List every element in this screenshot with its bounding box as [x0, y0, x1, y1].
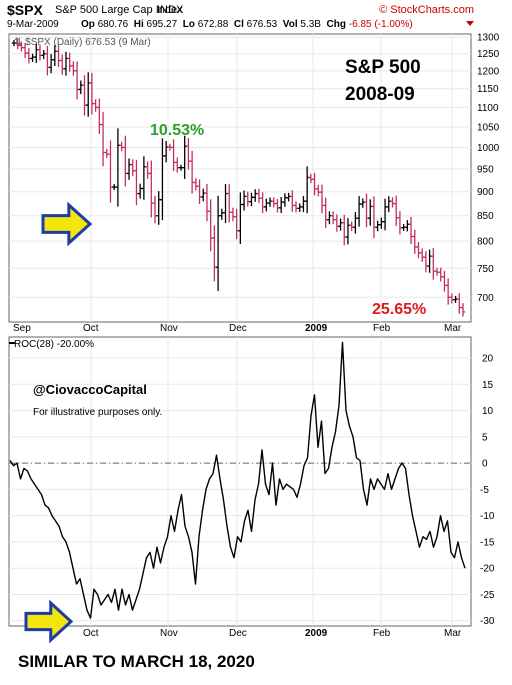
roc-tick-label: -15: [480, 537, 495, 548]
high-label: Hi: [133, 19, 144, 30]
footer-caption: SIMILAR TO MARCH 18, 2020: [18, 652, 255, 671]
price-panel-frame: [8, 33, 472, 323]
yellow-arrow-icon: [41, 201, 93, 247]
roc-series-line: [9, 341, 466, 619]
price-tick-label: 1300: [477, 33, 500, 44]
roc-month-label: Dec: [229, 628, 247, 639]
price-month-label: Feb: [373, 323, 391, 334]
price-tick-label: 1250: [477, 49, 500, 60]
disclaimer-label: For illustrative purposes only.: [33, 407, 162, 418]
roc-tick-label: -20: [480, 564, 495, 575]
roc-month-label: Mar: [444, 628, 462, 639]
low-value: 672.88: [197, 19, 229, 30]
price-tick-label: 950: [477, 164, 494, 175]
chart-header: $SPX S&P 500 Large Cap Index INDX © Stoc…: [0, 0, 512, 34]
low-label: Lo: [182, 19, 195, 30]
roc-tick-label: 10: [482, 406, 494, 417]
price-tick-label: 1000: [477, 143, 500, 154]
open-value: 680.76: [97, 19, 129, 30]
roc-month-label: Feb: [373, 628, 391, 639]
change-value: -6.85 (-1.00%): [348, 19, 413, 30]
change-label: Chg: [326, 19, 346, 30]
roc-panel-title: ROC(28) -20.00%: [14, 339, 94, 350]
roc-tick-label: 15: [482, 380, 494, 391]
price-tick-label: 700: [477, 293, 494, 304]
gain-percent-label: 10.53%: [150, 122, 204, 139]
price-month-label: Nov: [160, 323, 178, 334]
open-label: Op: [80, 19, 95, 30]
volume-value: 5.3B: [300, 19, 321, 30]
roc-tick-label: -10: [480, 511, 495, 522]
ohlc-bar: [460, 303, 466, 317]
high-value: 695.27: [146, 19, 178, 30]
volume-label: Vol: [282, 19, 298, 30]
price-month-label: 2009: [305, 323, 328, 334]
price-tick-label: 1100: [477, 103, 499, 114]
watermark-label: @CiovaccoCapital: [33, 382, 147, 397]
price-month-label: Sep: [13, 323, 31, 334]
price-tick-label: 850: [477, 211, 494, 222]
roc-month-label: Nov: [160, 628, 178, 639]
price-tick-label: 1150: [477, 84, 499, 95]
chart-title-line2: 2008-09: [345, 84, 415, 105]
roc-tick-label: -30: [480, 616, 495, 627]
roc-tick-label: 0: [482, 459, 488, 470]
price-tick-label: 900: [477, 187, 494, 198]
close-label: Cl: [233, 19, 244, 30]
price-month-label: Dec: [229, 323, 247, 334]
source-credit: © StockCharts.com: [379, 4, 474, 16]
price-tick-label: 1050: [477, 122, 500, 133]
quote-date: 9-Mar-2009: [7, 19, 59, 30]
roc-panel-frame: [8, 336, 472, 627]
roc-tick-label: -25: [480, 590, 495, 601]
roc-month-label: 2009: [305, 628, 328, 639]
roc-month-label: Oct: [83, 628, 99, 639]
price-month-label: Mar: [444, 323, 462, 334]
price-tick-label: 750: [477, 264, 494, 275]
roc-tick-label: 20: [482, 354, 494, 365]
loss-percent-label: 25.65%: [372, 301, 426, 318]
roc-tick-label: 5: [482, 432, 488, 443]
price-month-label: Oct: [83, 323, 99, 334]
chart-title-line1: S&P 500: [345, 57, 421, 78]
roc-tick-label: -5: [480, 485, 489, 496]
quote-stats: 9-Mar-2009 Op 680.76 Hi 695.27 Lo 672.88…: [7, 19, 413, 30]
copyright-label: © StockCharts.com: [379, 4, 474, 16]
yellow-arrow-icon: [24, 599, 74, 644]
price-tick-label: 1200: [477, 66, 500, 77]
down-triangle-icon: [466, 21, 474, 26]
price-panel-title: ⇅ $SPX (Daily) 676.53 (9 Mar): [14, 37, 151, 48]
close-value: 676.53: [246, 19, 278, 30]
exchange-label: INDX: [157, 4, 184, 16]
index-name: S&P 500 Large Cap Index: [55, 4, 183, 16]
ticker-symbol: $SPX: [7, 2, 43, 18]
price-tick-label: 800: [477, 237, 494, 248]
